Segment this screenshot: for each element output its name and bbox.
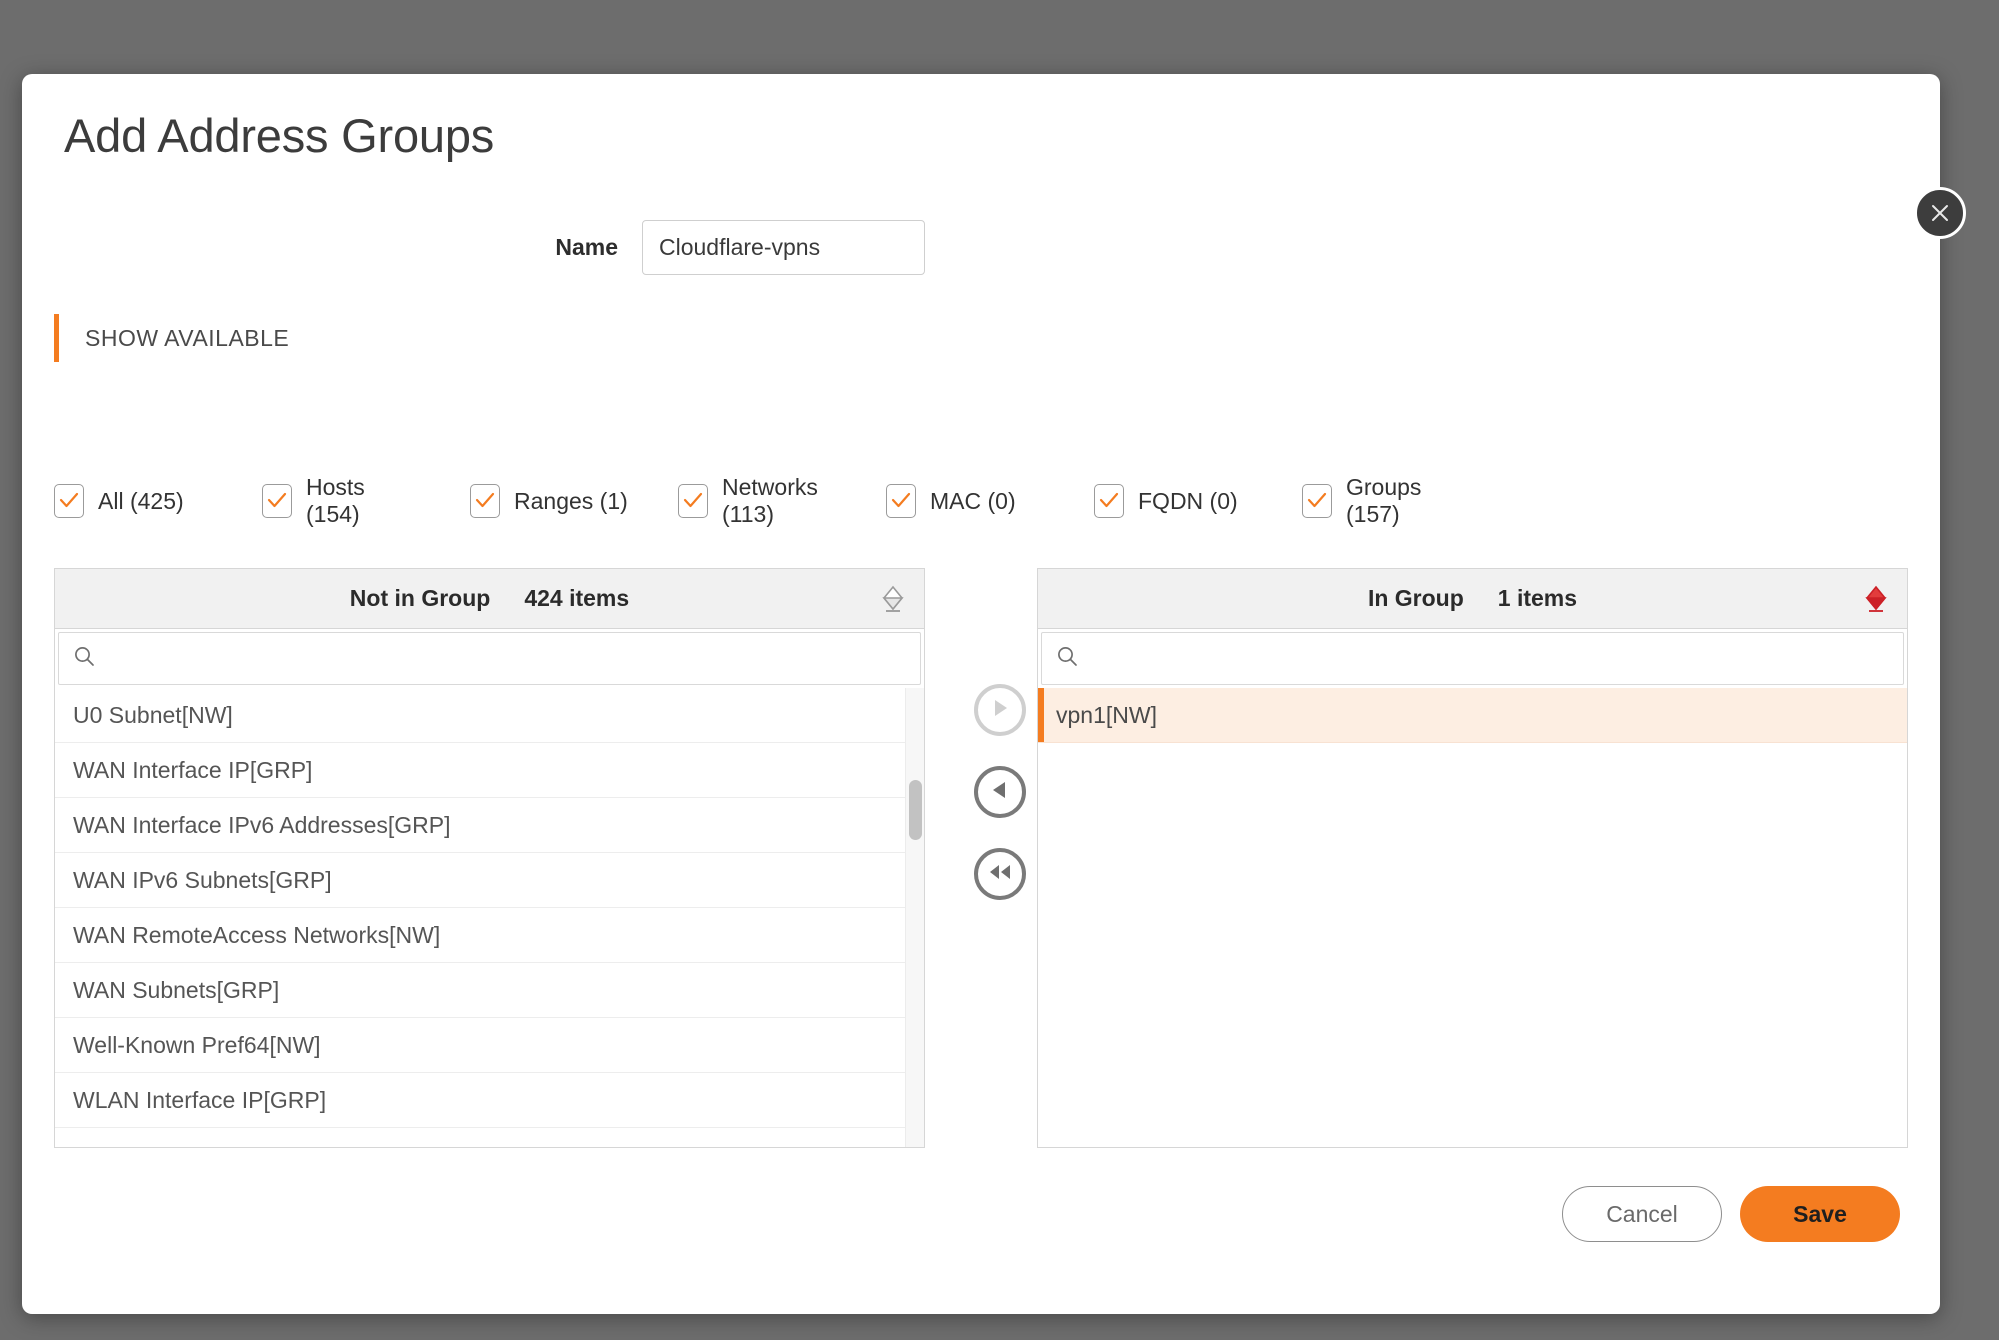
filter-checkbox-networks[interactable]: Networks (113) <box>678 474 886 528</box>
filter-label-networks: Networks (113) <box>722 474 818 528</box>
transfer-panes: Not in Group 424 items <box>54 568 1908 1148</box>
filter-checkbox-all[interactable]: All (425) <box>54 484 262 519</box>
filter-label-mac: MAC (0) <box>930 487 1016 514</box>
in-group-title: In Group <box>1367 585 1464 611</box>
list-item[interactable]: Well-Known Pref64[NW] <box>55 1018 924 1073</box>
filter-label-ranges: Ranges (1) <box>514 487 628 514</box>
in-group-header: In Group 1 items <box>1038 569 1907 629</box>
list-item[interactable]: WAN Subnets[GRP] <box>55 963 924 1018</box>
not-in-group-search-input[interactable] <box>95 645 906 672</box>
filter-label-hosts: Hosts (154) <box>306 474 365 528</box>
filter-checkbox-row: All (425) Hosts (154) Ranges (1) Network… <box>54 474 1908 528</box>
checkbox-checked-icon <box>1302 484 1332 519</box>
close-button[interactable] <box>1914 187 1966 239</box>
list-item[interactable]: WAN IPv6 Subnets[GRP] <box>55 853 924 908</box>
scrollbar-thumb[interactable] <box>909 780 922 840</box>
checkbox-checked-icon <box>1094 484 1124 519</box>
list-item[interactable]: WAN RemoteAccess Networks[NW] <box>55 908 924 963</box>
list-item[interactable]: WAN Interface IP[GRP] <box>55 743 924 798</box>
list-item[interactable]: U0 Subnet[NW] <box>55 688 924 743</box>
not-in-group-list: U0 Subnet[NW] WAN Interface IP[GRP] WAN … <box>55 688 924 1147</box>
play-left-icon <box>989 779 1011 806</box>
filter-label-all: All (425) <box>98 487 184 514</box>
checkbox-checked-icon <box>470 484 500 519</box>
move-all-left-button[interactable] <box>974 848 1026 900</box>
show-available-section-header: SHOW AVAILABLE <box>54 314 289 362</box>
close-icon <box>1927 200 1953 226</box>
page-title: Add Address Groups <box>64 109 495 162</box>
add-address-groups-dialog: Add Address Groups Name SHOW AVAILABLE A… <box>22 74 1966 1314</box>
list-item[interactable]: vpn1[NW] <box>1038 688 1907 743</box>
in-group-pane: In Group 1 items <box>1037 568 1908 1148</box>
search-icon <box>73 645 95 672</box>
checkbox-checked-icon <box>262 484 292 519</box>
not-in-group-pane: Not in Group 424 items <box>54 568 925 1148</box>
not-in-group-search[interactable] <box>58 632 921 685</box>
not-in-group-scrollbar[interactable] <box>905 688 924 1147</box>
not-in-group-list-scroll: U0 Subnet[NW] WAN Interface IP[GRP] WAN … <box>55 688 924 1147</box>
checkbox-checked-icon <box>886 484 916 519</box>
checkbox-checked-icon <box>678 484 708 519</box>
dialog-footer: Cancel Save <box>1562 1186 1900 1242</box>
filter-checkbox-groups[interactable]: Groups (157) <box>1302 474 1510 528</box>
filter-label-fqdn: FQDN (0) <box>1138 487 1238 514</box>
section-title: SHOW AVAILABLE <box>85 324 290 351</box>
search-icon <box>1056 645 1078 672</box>
move-right-button[interactable] <box>974 684 1026 736</box>
name-row: Name <box>22 220 1940 275</box>
filter-checkbox-fqdn[interactable]: FQDN (0) <box>1094 484 1302 519</box>
clear-left-eraser-icon[interactable] <box>880 585 906 613</box>
filter-checkbox-ranges[interactable]: Ranges (1) <box>470 484 678 519</box>
not-in-group-title: Not in Group <box>349 585 491 611</box>
name-label: Name <box>555 234 618 260</box>
list-item[interactable]: WLAN Interface IP[GRP] <box>55 1073 924 1128</box>
rewind-left-icon <box>987 862 1013 887</box>
move-left-button[interactable] <box>974 766 1026 818</box>
in-group-list-scroll: vpn1[NW] <box>1038 688 1907 1147</box>
cancel-button[interactable]: Cancel <box>1562 1186 1722 1242</box>
in-group-search-input[interactable] <box>1078 645 1889 672</box>
checkbox-checked-icon <box>54 484 84 519</box>
in-group-list: vpn1[NW] <box>1038 688 1907 1147</box>
in-group-search[interactable] <box>1041 632 1904 685</box>
filter-checkbox-mac[interactable]: MAC (0) <box>886 484 1094 519</box>
in-group-count: 1 items <box>1497 585 1578 611</box>
name-input[interactable] <box>642 220 925 275</box>
not-in-group-header: Not in Group 424 items <box>55 569 924 629</box>
list-item[interactable]: WAN Interface IPv6 Addresses[GRP] <box>55 798 924 853</box>
filter-label-groups: Groups (157) <box>1346 474 1422 528</box>
section-accent-bar <box>54 314 59 362</box>
filter-checkbox-hosts[interactable]: Hosts (154) <box>262 474 470 528</box>
transfer-button-group <box>960 568 1040 1148</box>
clear-right-eraser-icon[interactable] <box>1863 585 1889 613</box>
save-button[interactable]: Save <box>1740 1186 1900 1242</box>
not-in-group-count: 424 items <box>524 585 630 611</box>
play-right-icon <box>989 697 1011 724</box>
